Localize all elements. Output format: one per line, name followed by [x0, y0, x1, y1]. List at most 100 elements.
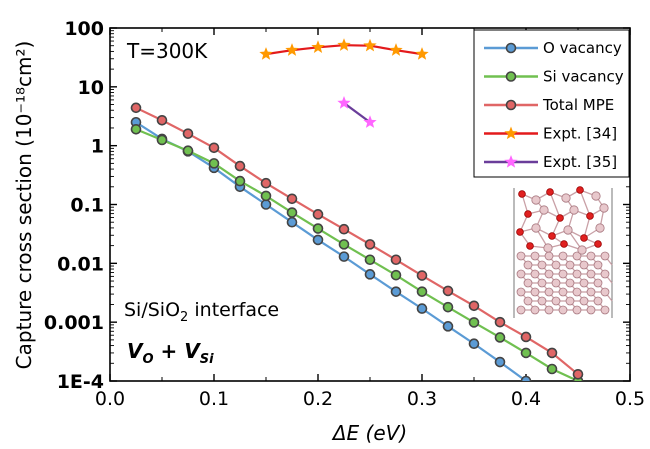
data-point [364, 269, 376, 280]
defect-label-v1: V [127, 339, 144, 363]
inset-si-atom [544, 269, 554, 279]
y-axis-title: Capture cross section (10⁻¹⁸cm²) [12, 41, 36, 370]
y-tick-label: 0.001 [44, 312, 104, 334]
inset-bond [579, 189, 591, 217]
data-point-star [363, 115, 377, 128]
defect-label-plus: + [154, 339, 185, 363]
inset-si-atom [563, 225, 573, 235]
inset-si-atom [544, 305, 554, 315]
data-point [312, 223, 324, 234]
data-point [338, 251, 350, 262]
defect-label-v1-sub: O [142, 352, 153, 367]
data-point [182, 128, 194, 139]
data-point [416, 303, 428, 314]
inset-si-atom [523, 278, 533, 288]
inset-si-atom [569, 205, 579, 215]
data-point [260, 190, 272, 202]
y-tick-label: 0.01 [57, 253, 104, 275]
y-tick-label: 10 [78, 77, 104, 99]
inset-si-atom [558, 251, 568, 261]
data-point [208, 158, 220, 169]
inset-si-atom [577, 245, 587, 255]
legend-label: O vacancy [543, 39, 622, 57]
inset-si-atom [539, 205, 549, 215]
inset-o-atom [580, 234, 588, 242]
data-point [182, 145, 194, 157]
data-point-star [259, 47, 273, 60]
inset-o-atom [548, 232, 556, 240]
inset-o-atom [560, 240, 568, 248]
inset-atoms [516, 186, 610, 315]
inset-si-atom [551, 296, 561, 306]
legend-label: Total MPE [542, 96, 614, 114]
legend-entry: Expt. [34] [484, 125, 617, 143]
data-point [520, 331, 532, 343]
interface-label-suffix: interface [188, 299, 279, 321]
inset-si-atom [551, 260, 561, 270]
inset-o-atom [546, 188, 554, 196]
inset-si-atom [530, 305, 540, 315]
data-point-star [285, 43, 299, 56]
interface-label-prefix: Si/SiO [124, 299, 180, 321]
legend-marker-star [504, 155, 518, 168]
inset-si-atom [586, 305, 596, 315]
data-point [234, 175, 246, 187]
inset-si-atom [600, 305, 610, 315]
inset-si-atom [558, 305, 568, 315]
x-tick-label: 0.3 [407, 388, 437, 410]
inset-si-atom [537, 260, 547, 270]
data-point [260, 177, 272, 189]
legend-marker [505, 71, 517, 82]
inset-si-atom [579, 278, 589, 288]
inset-o-atom [518, 190, 526, 198]
data-point [442, 301, 454, 313]
data-point [546, 363, 558, 375]
series-line [135, 121, 527, 381]
inset-si-atom [593, 296, 603, 306]
legend: O vacancy Si vacancy Total MPE Expt. [34] Ex… [473, 29, 630, 178]
data-point-star [337, 38, 351, 51]
data-point-star [337, 96, 351, 109]
series-si-vacancy [130, 123, 584, 381]
inset-si-atom [558, 287, 568, 297]
inset-si-atom [537, 278, 547, 288]
series-line [343, 102, 371, 124]
data-point [546, 347, 558, 359]
data-point [260, 199, 272, 210]
inset-si-atom [586, 251, 596, 261]
inset-si-atom [599, 203, 609, 213]
inset-si-atom [595, 223, 605, 233]
data-point [208, 142, 220, 154]
inset-si-atom [586, 287, 596, 297]
inset-si-atom [537, 296, 547, 306]
inset-si-atom [586, 269, 596, 279]
data-point [130, 102, 142, 114]
data-point-star [311, 40, 325, 53]
legend-box [473, 29, 630, 178]
data-point [494, 332, 506, 343]
inset-si-atom [572, 287, 582, 297]
defect-label-v2-sub: Si [200, 352, 214, 367]
inset-o-atom [524, 210, 532, 218]
data-point [390, 269, 402, 281]
data-point [468, 300, 480, 312]
inset-si-atom [565, 296, 575, 306]
data-point [494, 316, 506, 328]
inset-si-atom [544, 287, 554, 297]
data-point [442, 285, 454, 297]
inset-si-atom [558, 269, 568, 279]
interface-label: Si/SiO2 interface [124, 299, 279, 325]
inset-si-atom [579, 260, 589, 270]
data-point [572, 368, 584, 380]
inset-si-atom [600, 251, 610, 261]
data-point [286, 216, 298, 228]
data-point [494, 356, 506, 368]
data-point [442, 321, 454, 332]
series-expt-34 [259, 38, 429, 60]
legend-label: Expt. [34] [543, 125, 617, 143]
atomic-structure-inset [513, 186, 613, 318]
data-point [520, 347, 532, 359]
legend-marker [505, 99, 517, 111]
inset-si-atom [516, 269, 526, 279]
